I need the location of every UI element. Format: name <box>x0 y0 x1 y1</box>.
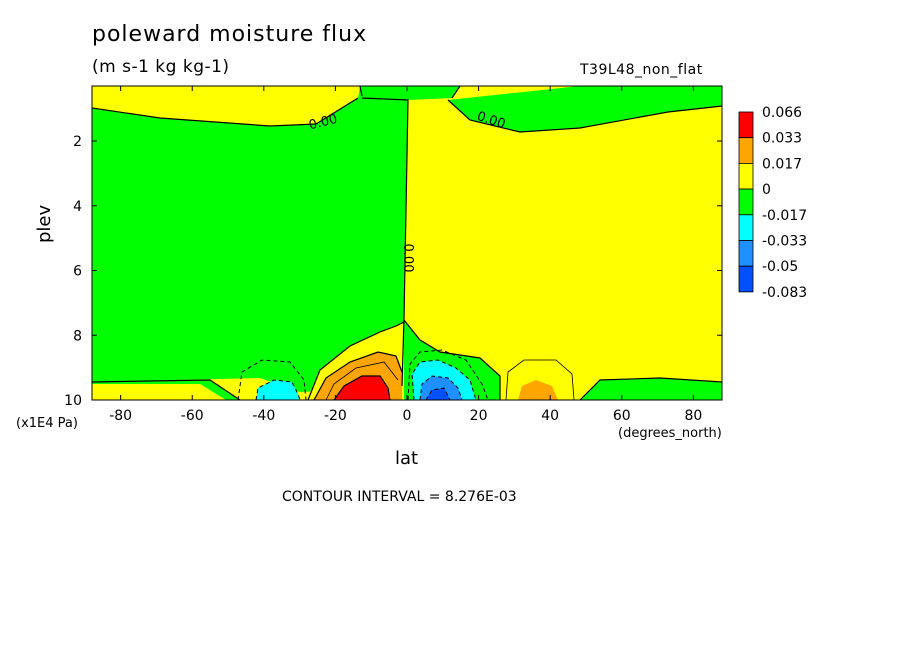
colorbar-swatch <box>738 265 754 293</box>
colorbar-label: -0.083 <box>762 285 807 301</box>
region-green-north-low <box>580 378 722 400</box>
region-yellow-top-south <box>92 86 360 126</box>
region-cyan-south <box>256 380 300 400</box>
region-green-north-top <box>448 86 722 132</box>
chart-subtitle-units: (m s-1 kg kg-1) <box>92 57 230 77</box>
colorbar-label: 0.017 <box>762 156 802 172</box>
region-darkblue-north <box>426 388 450 400</box>
contour-field <box>91 85 723 401</box>
region-orange-north <box>518 380 558 400</box>
x-tick-label: 20 <box>470 408 488 424</box>
colorbar-label: -0.017 <box>762 208 807 224</box>
contour-label: 0.00 <box>307 112 339 134</box>
colorbar-swatch <box>738 240 754 267</box>
x-tick-label: -60 <box>181 408 204 424</box>
colorbar-label: -0.033 <box>762 234 807 250</box>
run-label: T39L48_non_flat <box>580 62 703 78</box>
colorbar-swatch <box>738 137 754 164</box>
x-tick-label: 60 <box>613 408 631 424</box>
x-axis: -80 -60 -40 -20 0 20 40 60 80 <box>109 86 702 424</box>
y-tick-label: 10 <box>64 393 82 409</box>
colorbar-label: 0.066 <box>762 105 802 121</box>
colorbar-label: -0.05 <box>762 259 798 275</box>
y-axis-unit: (x1E4 Pa) <box>16 416 78 431</box>
colorbar-swatch <box>738 188 754 216</box>
y-tick-label: 2 <box>73 134 82 150</box>
colorbar-label: 0.033 <box>762 131 802 147</box>
x-tick-label: 0 <box>403 408 412 424</box>
x-axis-label: lat <box>395 448 419 469</box>
y-tick-label: 8 <box>73 328 82 344</box>
colorbar-swatch <box>738 214 754 241</box>
contour-interval-note: CONTOUR INTERVAL = 8.276E-03 <box>282 489 517 505</box>
contour-label: 0.00 <box>400 244 415 273</box>
chart-title: poleward moisture flux <box>92 22 368 47</box>
region-green-south <box>92 86 408 392</box>
y-axis-label: plev <box>34 204 55 243</box>
x-tick-label: 40 <box>541 408 559 424</box>
x-tick-label: -80 <box>109 408 132 424</box>
colorbar-swatch <box>738 162 754 190</box>
y-tick-label: 4 <box>73 199 82 215</box>
colorbar-swatch <box>738 111 754 139</box>
colorbar-label: 0 <box>762 182 771 198</box>
x-tick-label: -20 <box>324 408 347 424</box>
x-tick-label: -40 <box>252 408 275 424</box>
y-tick-label: 6 <box>73 264 82 280</box>
region-red-south <box>334 376 390 400</box>
x-tick-label: 80 <box>684 408 702 424</box>
region-green-top-cap <box>360 86 460 100</box>
colorbar: 0.066 0.033 0.017 0 -0.017 -0.033 -0.05 -0.083 <box>738 105 807 301</box>
x-axis-unit: (degrees_north) <box>618 426 722 441</box>
y-axis: 2 4 6 8 10 <box>64 134 722 409</box>
